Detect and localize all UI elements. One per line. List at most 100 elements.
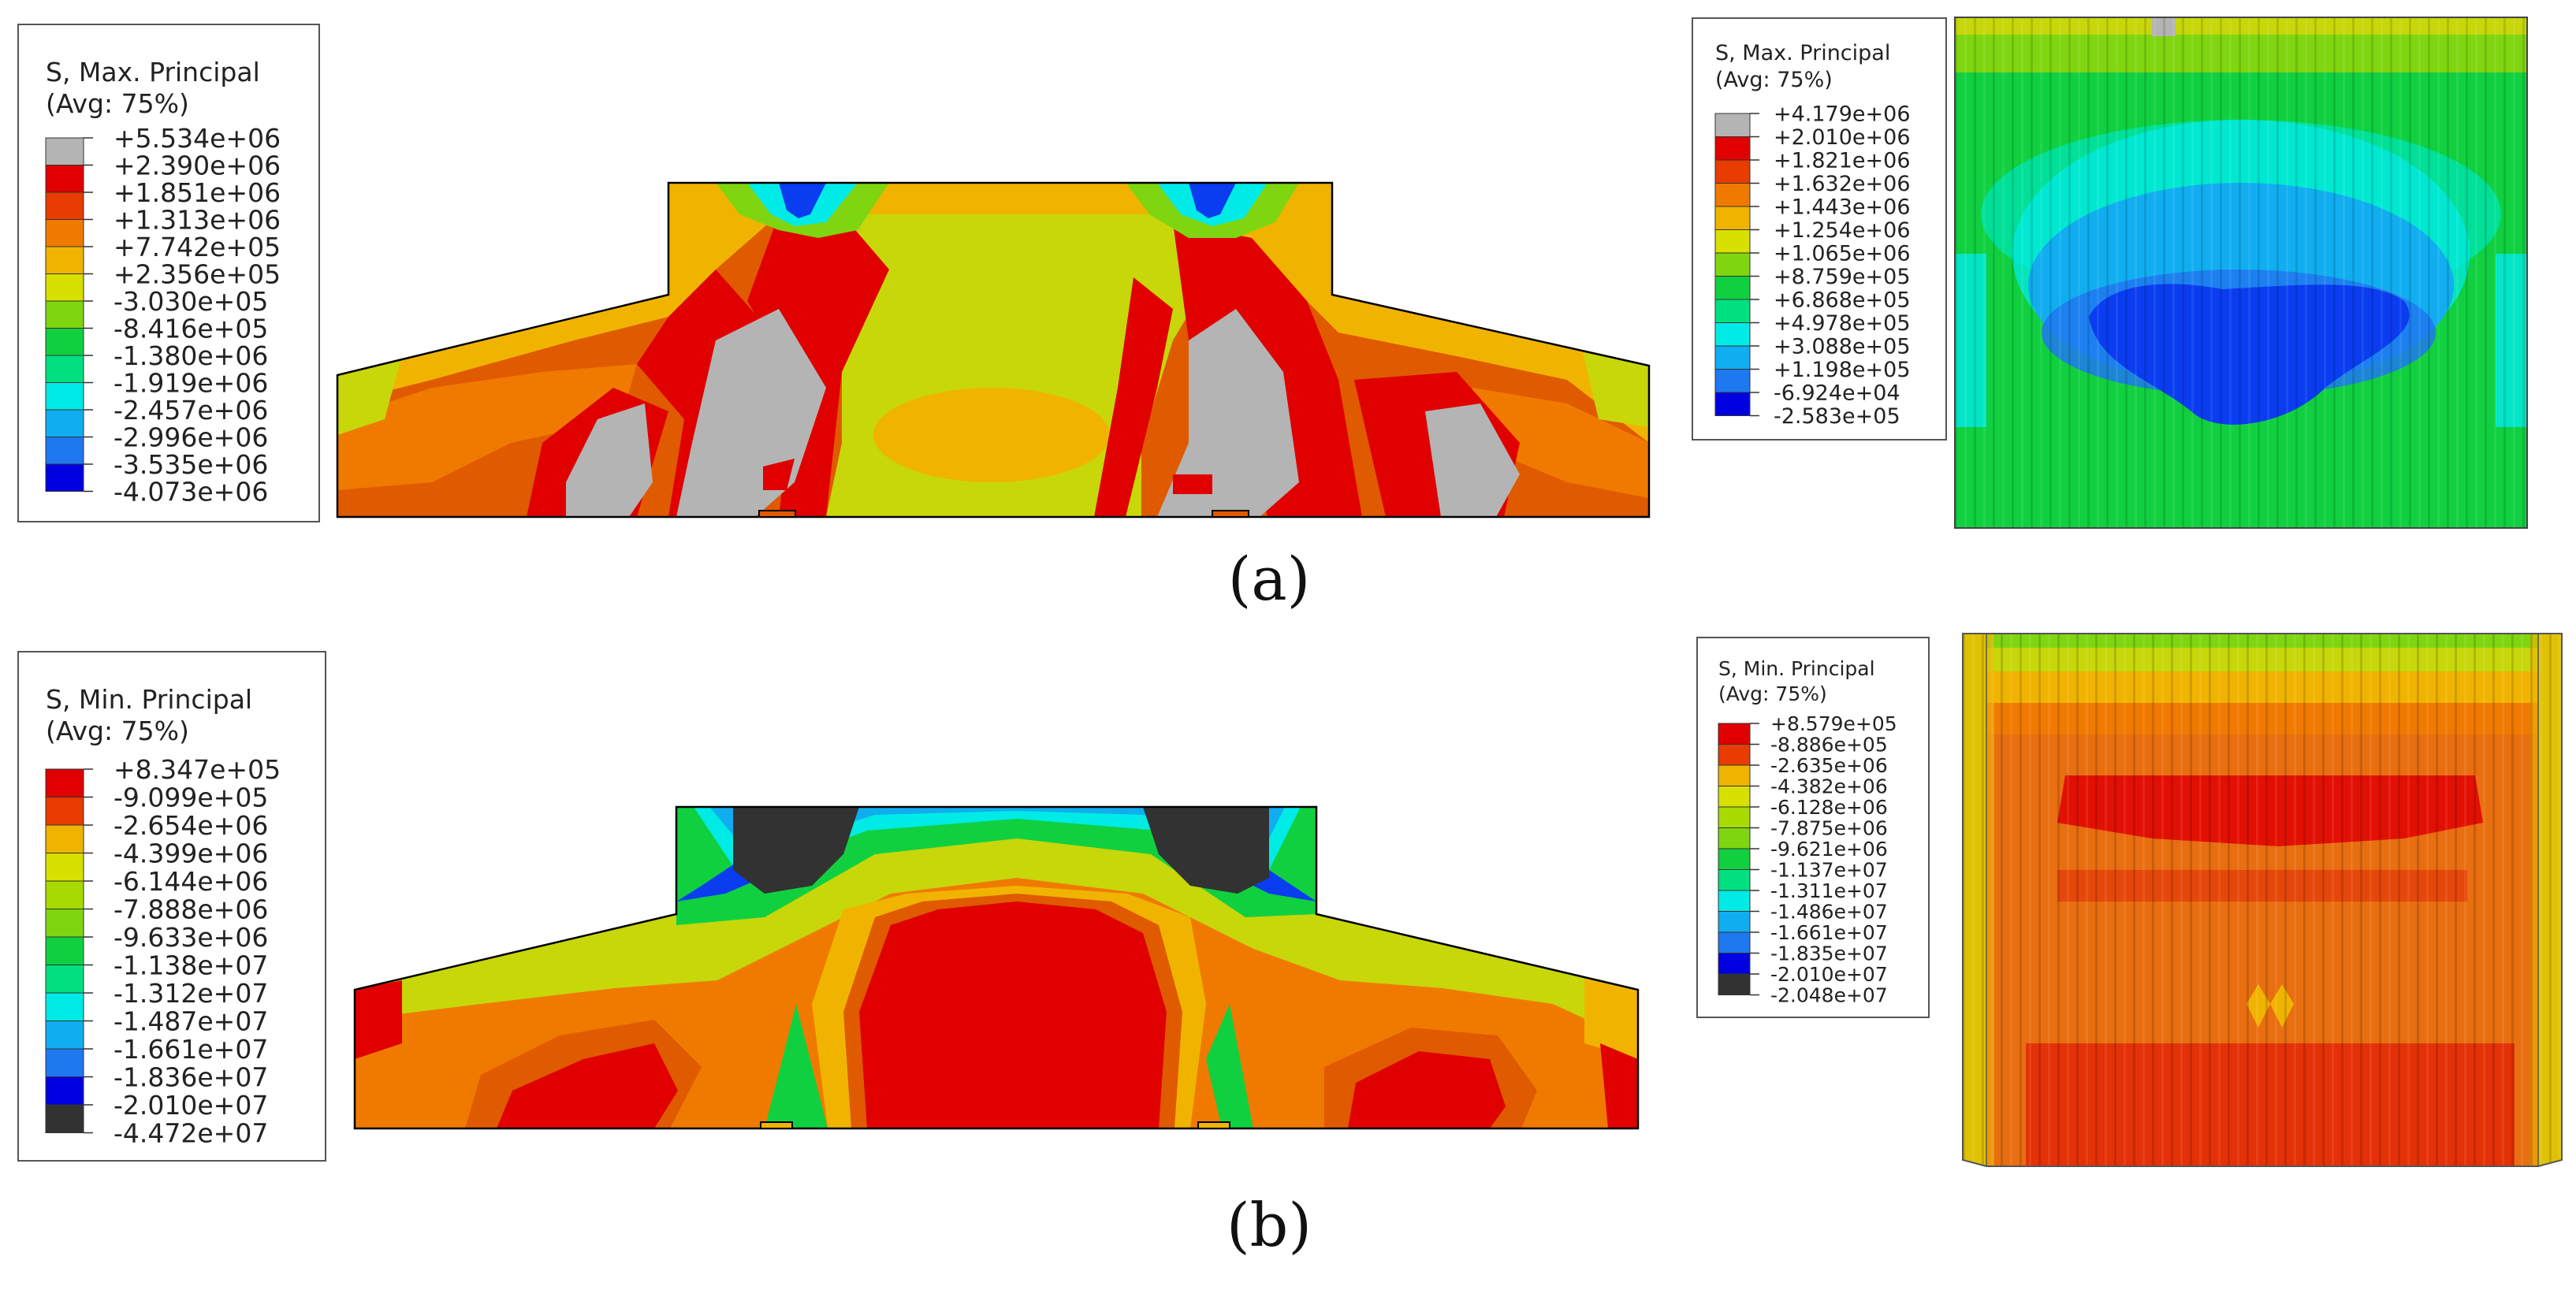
- legend-value-label: +1.821e+06: [1774, 149, 1911, 173]
- legend-value-label: -1.661e+07: [114, 1034, 268, 1065]
- legend-swatch: [45, 246, 84, 274]
- legend-value-label: -7.888e+06: [114, 894, 268, 924]
- legend-value-label: -2.996e+06: [114, 422, 268, 452]
- legend-swatch: [1714, 159, 1751, 184]
- legend-swatch: [1718, 764, 1751, 786]
- legend-value-label: -1.487e+07: [114, 1006, 268, 1036]
- legend-value-label: -1.486e+07: [1770, 901, 1888, 924]
- legend-swatch: [1718, 890, 1751, 912]
- legend-value-label: -2.583e+05: [1774, 404, 1900, 429]
- legend-swatch: [1718, 931, 1751, 954]
- legend-swatch: [45, 219, 84, 247]
- legend-value-label: +1.851e+06: [114, 177, 281, 208]
- legend-value-label: -4.399e+06: [114, 838, 268, 868]
- legend-swatch: [1714, 392, 1751, 416]
- legend-swatch: [1714, 299, 1751, 323]
- legend-swatch: [45, 409, 84, 437]
- legend-swatch: [45, 909, 84, 938]
- legend-value-label: +7.742e+05: [114, 232, 281, 262]
- legend-swatch: [1718, 723, 1751, 745]
- legend-value-label: +1.065e+06: [1774, 242, 1911, 266]
- section-contour-max-principal: [336, 181, 1651, 519]
- legend-swatch: [45, 936, 84, 965]
- legend-colorbar: +8.347e+05-9.099e+05-2.654e+06-4.399e+06…: [45, 754, 281, 1148]
- legend-swatch: [1718, 911, 1751, 933]
- legend-value-label: +1.254e+06: [1774, 218, 1911, 243]
- legend-colorbar: +4.179e+06+2.010e+06+1.821e+06+1.632e+06…: [1714, 102, 1911, 429]
- legend-value-label: -1.311e+07: [1770, 879, 1888, 902]
- panel-a-caption: (a): [1227, 544, 1311, 614]
- legend-value-label: -8.886e+05: [1770, 734, 1888, 757]
- legend-min-principal-lining: S, Min. Principal (Avg: 75%) +8.579e+05-…: [1696, 637, 1930, 1018]
- legend-value-label: +3.088e+05: [1774, 335, 1911, 359]
- legend-value-label: +8.579e+05: [1770, 712, 1897, 735]
- legend-value-label: -9.633e+06: [114, 922, 268, 953]
- section-contour-min-principal: [353, 805, 1640, 1130]
- legend-max-principal-section: S, Max. Principal (Avg: 75%) +5.534e+06 +…: [17, 24, 320, 522]
- legend-value-label: +2.010e+06: [1774, 125, 1911, 150]
- legend-value-label: -1.380e+06: [114, 340, 268, 371]
- legend-avg-label: (Avg: 75%): [1718, 682, 1827, 705]
- legend-swatch: [1718, 786, 1751, 808]
- legend-swatch: [45, 137, 84, 165]
- legend-title: S, Max. Principal: [1715, 41, 1891, 65]
- legend-value-label: +2.356e+05: [114, 258, 281, 289]
- legend-swatch: [45, 1104, 84, 1133]
- legend-value-label: -1.137e+07: [1770, 859, 1888, 882]
- legend-swatch: [1718, 973, 1751, 995]
- legend-swatch: [45, 992, 84, 1021]
- legend-value-label: -2.635e+06: [1770, 754, 1888, 777]
- legend-value-label: +2.390e+06: [114, 150, 281, 180]
- legend-swatch: [1714, 136, 1751, 161]
- legend-avg-label: (Avg: 75%): [1715, 68, 1833, 92]
- lining-contour-min-principal: [1962, 633, 2563, 1167]
- legend-value-label: -2.048e+07: [1770, 984, 1888, 1007]
- legend-swatch: [1718, 827, 1751, 849]
- legend-swatch: [45, 1048, 84, 1077]
- legend-value-label: -1.138e+07: [114, 950, 268, 980]
- legend-swatch: [1714, 252, 1751, 277]
- legend-swatch: [45, 853, 84, 882]
- legend-value-label: -9.099e+05: [114, 782, 268, 812]
- legend-swatch: [1718, 869, 1751, 891]
- legend-swatch: [45, 273, 84, 302]
- legend-swatch: [1714, 113, 1751, 137]
- legend-avg-label: (Avg: 75%): [46, 716, 189, 746]
- legend-value-label: -2.010e+07: [114, 1090, 268, 1121]
- legend-swatch: [1718, 953, 1751, 975]
- legend-value-label: +1.632e+06: [1774, 172, 1911, 196]
- legend-swatch: [45, 768, 84, 797]
- legend-value-label: -1.919e+06: [114, 367, 268, 398]
- legend-swatch: [1714, 206, 1751, 230]
- legend-title: S, Min. Principal: [46, 684, 253, 715]
- legend-value-label: +8.759e+05: [1774, 265, 1911, 289]
- legend-swatch: [45, 1076, 84, 1106]
- legend-swatch: [1714, 229, 1751, 254]
- legend-value-label: -1.835e+07: [1770, 942, 1888, 965]
- legend-swatch: [45, 880, 84, 909]
- legend-swatch: [1714, 322, 1751, 347]
- legend-value-label: -2.010e+07: [1770, 963, 1888, 986]
- legend-value-label: -1.836e+07: [114, 1061, 268, 1092]
- legend-value-label: +6.868e+05: [1774, 288, 1911, 313]
- legend-min-principal-section: S, Min. Principal (Avg: 75%) +8.347e+05-…: [17, 651, 326, 1162]
- legend-value-label: +5.534e+06: [114, 123, 281, 154]
- legend-value-label: -1.312e+07: [114, 978, 268, 1009]
- legend-value-label: +4.179e+06: [1774, 102, 1911, 127]
- legend-swatch: [45, 382, 84, 411]
- legend-avg-label: (Avg: 75%): [46, 88, 189, 119]
- legend-value-label: +1.198e+05: [1774, 358, 1911, 382]
- legend-swatch: [1718, 806, 1751, 828]
- legend-swatch: [1714, 183, 1751, 207]
- legend-value-label: -4.073e+06: [114, 476, 268, 507]
- legend-value-label: -6.128e+06: [1770, 796, 1888, 819]
- legend-value-label: -1.661e+07: [1770, 921, 1888, 944]
- legend-swatch: [45, 191, 84, 220]
- legend-swatch: [45, 463, 84, 492]
- panel-b-caption: (b): [1227, 1190, 1312, 1260]
- legend-value-label: -7.875e+06: [1770, 817, 1888, 840]
- legend-value-label: -6.144e+06: [114, 866, 268, 897]
- legend-swatch: [45, 965, 84, 994]
- legend-value-label: -9.621e+06: [1770, 838, 1888, 861]
- legend-swatch: [1714, 345, 1751, 370]
